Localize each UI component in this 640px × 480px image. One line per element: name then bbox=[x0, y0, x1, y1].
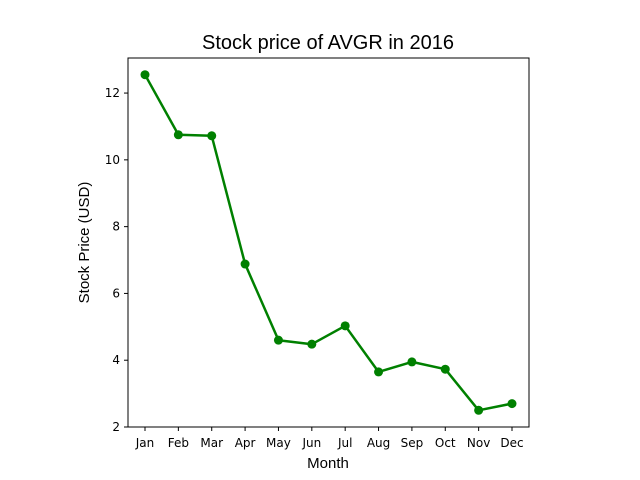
x-tick-label: Feb bbox=[168, 436, 189, 450]
y-tick-label: 2 bbox=[112, 420, 120, 434]
chart-title: Stock price of AVGR in 2016 bbox=[202, 32, 454, 54]
x-tick-label: Nov bbox=[467, 436, 490, 450]
plot-frame bbox=[127, 57, 530, 428]
x-tick-label: Dec bbox=[500, 436, 523, 450]
x-tick-label: Mar bbox=[200, 436, 223, 450]
x-tick-label: Sep bbox=[401, 436, 424, 450]
x-axis-label: Month bbox=[307, 455, 349, 472]
x-tick-label: Jun bbox=[301, 436, 321, 450]
x-tick-label: Jan bbox=[135, 436, 155, 450]
y-tick-label: 8 bbox=[112, 220, 120, 234]
plot-area: Jan Feb Mar Apr May Jun Jul Aug Sep Oct Nov Dec 2 4 6 8… bbox=[105, 70, 524, 450]
data-point bbox=[474, 405, 484, 415]
x-tick-label: Jul bbox=[337, 436, 352, 450]
x-tick-label: May bbox=[266, 436, 291, 450]
y-tick-label: 10 bbox=[105, 153, 120, 167]
y-axis-label: Stock Price (USD) bbox=[76, 182, 93, 304]
data-point bbox=[407, 357, 417, 367]
data-point bbox=[307, 339, 317, 349]
data-point bbox=[507, 399, 517, 409]
x-tick-label: Aug bbox=[367, 436, 390, 450]
x-tick-label: Oct bbox=[435, 436, 456, 450]
series-line bbox=[143, 74, 513, 412]
data-point bbox=[173, 130, 183, 140]
data-point bbox=[374, 367, 384, 377]
data-point bbox=[140, 70, 150, 80]
data-point bbox=[340, 321, 350, 331]
data-point bbox=[440, 364, 450, 374]
data-point bbox=[273, 335, 283, 345]
y-tick-label: 12 bbox=[105, 86, 120, 100]
y-tick-label: 4 bbox=[112, 353, 120, 367]
data-point bbox=[240, 259, 250, 269]
data-point bbox=[207, 131, 217, 141]
x-tick-label: Apr bbox=[235, 436, 256, 450]
y-tick-label: 6 bbox=[112, 286, 120, 300]
